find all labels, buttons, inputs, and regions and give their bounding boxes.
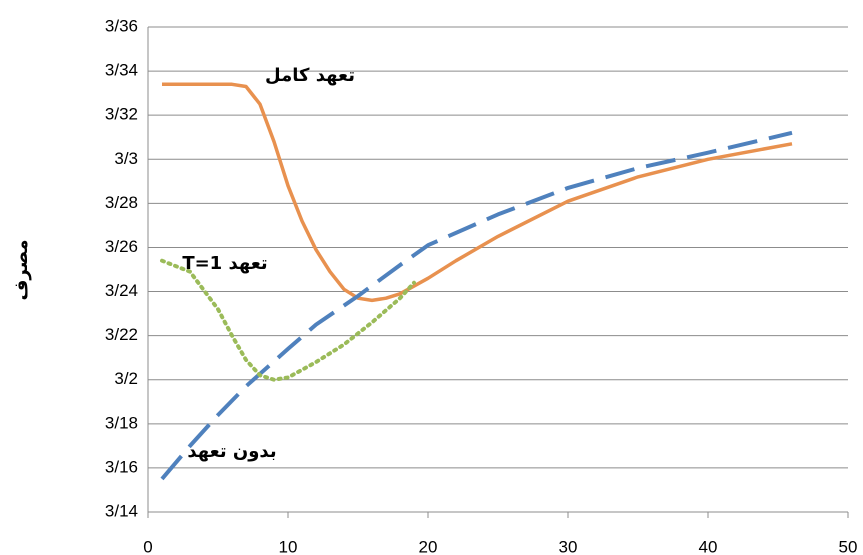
- x-tick-label: 50: [839, 537, 858, 555]
- y-tick-label: 3/2: [114, 369, 138, 388]
- y-axis-label: مصرف: [11, 240, 32, 301]
- x-tick-label: 30: [559, 537, 578, 555]
- y-tick-label: 3/22: [105, 325, 138, 344]
- series-label: تعهد T=1: [182, 253, 267, 274]
- y-tick-label: 3/24: [105, 281, 138, 300]
- line: [160, 258, 416, 382]
- line: [160, 130, 793, 481]
- y-tick-label: 3/18: [105, 413, 138, 432]
- y-tick-label: 3/16: [105, 457, 138, 476]
- series-label: تعهد کامل: [265, 65, 355, 86]
- x-tick-label: 10: [279, 537, 298, 555]
- y-tick-label: 3/32: [105, 105, 138, 124]
- y-tick-label: 3/28: [105, 193, 138, 212]
- x-tick-label: 20: [419, 537, 438, 555]
- y-tick-label: 3/26: [105, 237, 138, 256]
- y-tick-label: 3/36: [105, 16, 138, 35]
- y-tick-label: 3/34: [105, 61, 138, 80]
- x-tick-label: 0: [143, 537, 152, 555]
- line: [162, 82, 793, 303]
- x-tick-label: 40: [699, 537, 718, 555]
- y-tick-label: 3/3: [114, 149, 138, 168]
- y-tick-label: 3/14: [105, 501, 138, 520]
- series-label: بدون تعهد: [187, 441, 276, 462]
